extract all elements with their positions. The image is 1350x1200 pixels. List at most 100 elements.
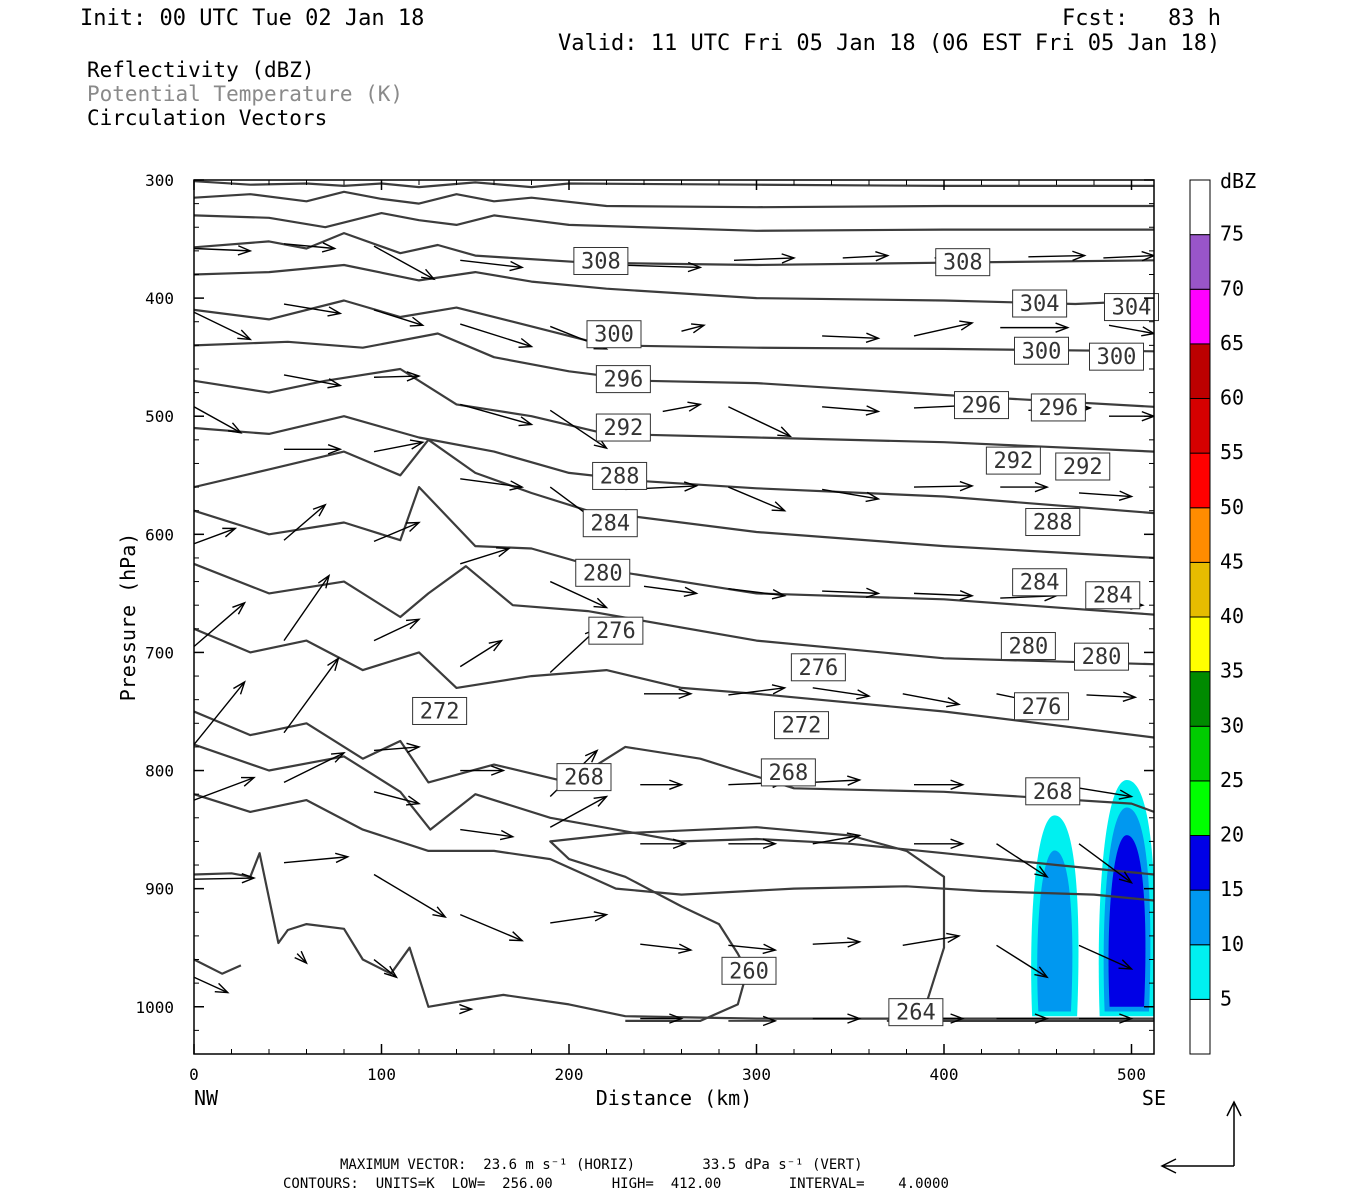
theta-contour-1 bbox=[194, 181, 1154, 187]
colorbar-segment-10 bbox=[1190, 890, 1210, 945]
vector-7 bbox=[843, 256, 888, 258]
theta-contour-6 bbox=[194, 301, 1154, 352]
colorbar-segment-below bbox=[1190, 999, 1210, 1054]
vector-head-56 bbox=[489, 641, 502, 651]
colorbar-label-60: 60 bbox=[1220, 386, 1244, 410]
colorbar-label-10: 10 bbox=[1220, 932, 1244, 956]
x-tick-label-100: 100 bbox=[367, 1065, 396, 1084]
vector-45 bbox=[460, 548, 509, 563]
vector-54 bbox=[284, 576, 329, 641]
vector-1 bbox=[194, 249, 250, 251]
colorbar: 51015202530354045505560657075dBZ bbox=[1190, 169, 1256, 1054]
contour-label-22: 276 bbox=[596, 619, 636, 644]
x-tick-label-500: 500 bbox=[1117, 1065, 1146, 1084]
contour-label-31: 260 bbox=[729, 959, 769, 984]
contour-label-16: 284 bbox=[590, 512, 630, 537]
theta-contours bbox=[194, 181, 1154, 1021]
colorbar-label-20: 20 bbox=[1220, 823, 1244, 847]
contour-label-4: 304 bbox=[1112, 296, 1152, 321]
vector-34 bbox=[460, 479, 522, 487]
y-tick-label-600: 600 bbox=[145, 525, 174, 544]
contour-label-8: 296 bbox=[604, 368, 644, 393]
theta-contour-3 bbox=[194, 213, 1154, 231]
vector-65 bbox=[284, 658, 338, 732]
x-end-label-right: SE bbox=[1142, 1086, 1166, 1110]
y-tick-label-900: 900 bbox=[145, 880, 174, 899]
plot-frame bbox=[194, 180, 1154, 1054]
contour-label-17: 284 bbox=[1020, 571, 1060, 596]
y-tick-label-800: 800 bbox=[145, 762, 174, 781]
colorbar-segment-65 bbox=[1190, 289, 1210, 344]
colorbar-segment-25 bbox=[1190, 726, 1210, 781]
contour-label-1: 308 bbox=[581, 249, 621, 274]
contour-label-28: 268 bbox=[769, 761, 809, 786]
vector-13 bbox=[374, 310, 423, 325]
vector-71 bbox=[813, 780, 860, 782]
vector-head-87 bbox=[432, 907, 445, 917]
contour-label-29: 268 bbox=[1033, 780, 1073, 805]
colorbar-label-30: 30 bbox=[1220, 713, 1244, 737]
contour-label-10: 296 bbox=[1039, 396, 1079, 421]
x-axis-label: Distance (km) bbox=[596, 1086, 753, 1110]
vector-87 bbox=[374, 874, 445, 917]
y-tick-label-300: 300 bbox=[145, 171, 174, 190]
contour-label-23: 276 bbox=[799, 656, 839, 681]
vector-48 bbox=[728, 589, 784, 596]
vector-37 bbox=[728, 487, 784, 511]
vector-39 bbox=[914, 486, 972, 487]
contour-info-note: CONTOURS: UNITS=K LOW= 256.00 HIGH= 412.… bbox=[283, 1176, 949, 1192]
contour-label-6: 300 bbox=[1022, 339, 1062, 364]
contour-label-2: 308 bbox=[943, 251, 983, 276]
y-tick-label-500: 500 bbox=[145, 407, 174, 426]
contour-label-30: 264 bbox=[896, 1001, 936, 1026]
vector-head-3 bbox=[421, 269, 434, 279]
vector-56 bbox=[460, 641, 501, 667]
vector-10 bbox=[1103, 256, 1154, 258]
y-tick-label-700: 700 bbox=[145, 643, 174, 662]
theta-contour-2 bbox=[194, 192, 1154, 207]
contour-label-3: 304 bbox=[1020, 292, 1060, 317]
colorbar-title: dBZ bbox=[1220, 169, 1256, 193]
vector-96 bbox=[194, 977, 228, 992]
contour-label-9: 296 bbox=[962, 394, 1002, 419]
theta-contour-7 bbox=[194, 334, 1154, 407]
vector-50 bbox=[914, 593, 972, 595]
cross-section-chart: 308 308304 304300300 300296296 296292292 2922… bbox=[0, 0, 1350, 1200]
colorbar-label-40: 40 bbox=[1220, 604, 1244, 628]
colorbar-segment-50 bbox=[1190, 453, 1210, 508]
contour-label-20: 280 bbox=[1009, 635, 1049, 660]
colorbar-label-35: 35 bbox=[1220, 659, 1244, 683]
x-tick-label-400: 400 bbox=[930, 1065, 959, 1084]
contour-label-21: 280 bbox=[1082, 645, 1122, 670]
colorbar-segment-70 bbox=[1190, 235, 1210, 290]
y-tick-label-1000: 1000 bbox=[135, 998, 174, 1017]
vector-90 bbox=[640, 944, 691, 950]
colorbar-segment-35 bbox=[1190, 617, 1210, 672]
vector-76 bbox=[374, 792, 419, 804]
contour-label-27: 268 bbox=[564, 766, 604, 791]
vector-42 bbox=[194, 528, 235, 543]
vector-98 bbox=[374, 960, 397, 978]
colorbar-label-25: 25 bbox=[1220, 768, 1244, 792]
contour-label-26: 272 bbox=[782, 714, 822, 739]
contour-label-14: 288 bbox=[600, 464, 640, 489]
colorbar-segment-75 bbox=[1190, 180, 1210, 235]
vector-74 bbox=[194, 778, 254, 800]
vector-9 bbox=[1028, 256, 1084, 257]
vector-43 bbox=[284, 505, 325, 540]
vector-14 bbox=[460, 324, 531, 346]
vector-3 bbox=[374, 246, 434, 279]
x-tick-label-200: 200 bbox=[555, 1065, 584, 1084]
contour-label-19: 280 bbox=[583, 561, 623, 586]
colorbar-label-75: 75 bbox=[1220, 222, 1244, 246]
colorbar-segment-60 bbox=[1190, 344, 1210, 399]
contour-label-11: 292 bbox=[604, 416, 644, 441]
colorbar-segment-40 bbox=[1190, 562, 1210, 617]
x-tick-label-0: 0 bbox=[189, 1065, 199, 1084]
colorbar-label-55: 55 bbox=[1220, 440, 1244, 464]
vector-49 bbox=[822, 591, 878, 593]
colorbar-segment-30 bbox=[1190, 672, 1210, 727]
vector-92 bbox=[813, 942, 860, 944]
theta-contour-low-1 bbox=[194, 853, 1154, 1018]
colorbar-label-50: 50 bbox=[1220, 495, 1244, 519]
